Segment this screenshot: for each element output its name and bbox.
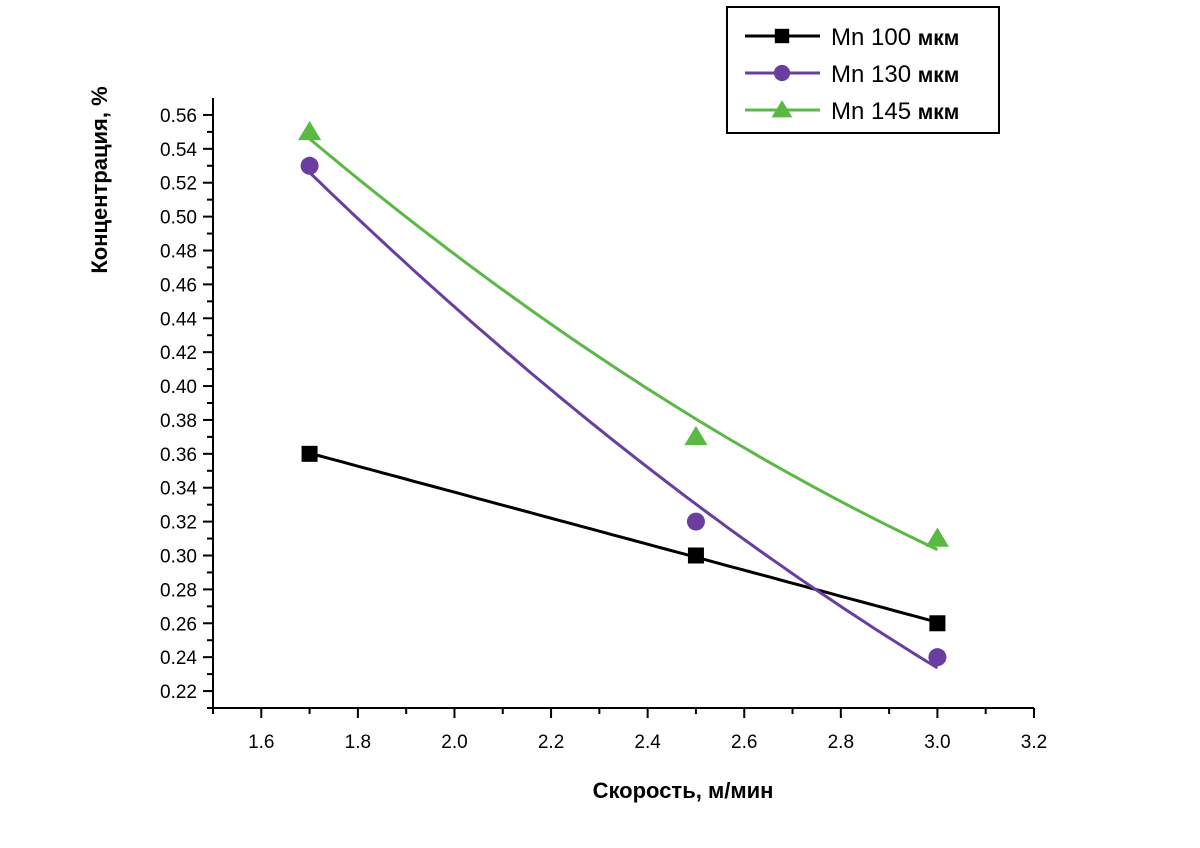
x-tick-label: 2.8 [828,732,854,753]
legend-label: Mn 130 мкм [831,61,959,88]
y-tick-label: 0.42 [160,343,197,364]
y-ticks: 0.22 0.24 0.26 0.28 0.30 0.32 0.34 0.36 0.38 0.40… [160,106,213,709]
y-tick-label: 0.22 [160,682,197,703]
legend-label: Mn 100 мкм [831,24,959,51]
series-line [308,171,939,670]
y-tick-label: 0.52 [160,174,197,195]
x-tick-label: 1.8 [345,732,371,753]
y-tick-label: 0.48 [160,242,197,263]
x-tick-label: 2.0 [441,732,467,753]
series-line [309,451,938,624]
y-tick-label: 0.54 [160,140,197,161]
data-point-square [687,547,704,564]
x-tick-label: 3.2 [1021,732,1047,753]
series-line [308,137,939,551]
data-point-square [929,615,946,632]
y-tick-label: 0.34 [160,479,197,500]
legend-label: Mn 145 мкм [831,98,959,125]
data-point-triangle [684,425,708,446]
x-ticks: 1.6 1.8 2.0 2.2 2.4 2.6 2.8 3.0 3.2 [212,708,1047,753]
x-tick-label: 2.2 [538,732,564,753]
x-axis-title: Скорость, м/мин [593,778,774,803]
y-tick-label: 0.44 [160,309,197,330]
data-point-triangle [771,100,793,118]
data-point-triangle [298,120,322,141]
data-point-circle [300,156,319,175]
y-tick-label: 0.50 [160,208,197,229]
y-axis-title: Концентрация, % [87,86,112,273]
x-tick-label: 1.6 [248,732,274,753]
data-point-triangle [925,527,949,547]
data-point-circle [928,648,947,667]
data-point-circle [773,64,791,82]
y-tick-label: 0.36 [160,445,197,466]
y-tick-label: 0.40 [160,377,197,398]
data-point-square [301,445,318,462]
y-tick-label: 0.24 [160,648,197,669]
data-point-square [774,28,790,44]
legend-box [726,6,1000,134]
y-tick-label: 0.30 [160,547,197,568]
y-tick-label: 0.32 [160,513,197,534]
x-tick-label: 2.6 [731,732,757,753]
data-markers [298,120,949,667]
y-tick-label: 0.26 [160,614,197,635]
x-tick-label: 2.4 [634,732,661,753]
y-tick-label: 0.56 [160,106,197,127]
fit-lines [308,137,939,670]
y-tick-label: 0.28 [160,580,197,601]
data-point-circle [686,512,705,531]
legend: Mn 100 мкм Mn 130 мкм Mn 145 мкм [726,6,1000,134]
y-tick-label: 0.46 [160,275,197,296]
x-tick-label: 3.0 [924,732,950,753]
y-tick-label: 0.38 [160,411,197,432]
